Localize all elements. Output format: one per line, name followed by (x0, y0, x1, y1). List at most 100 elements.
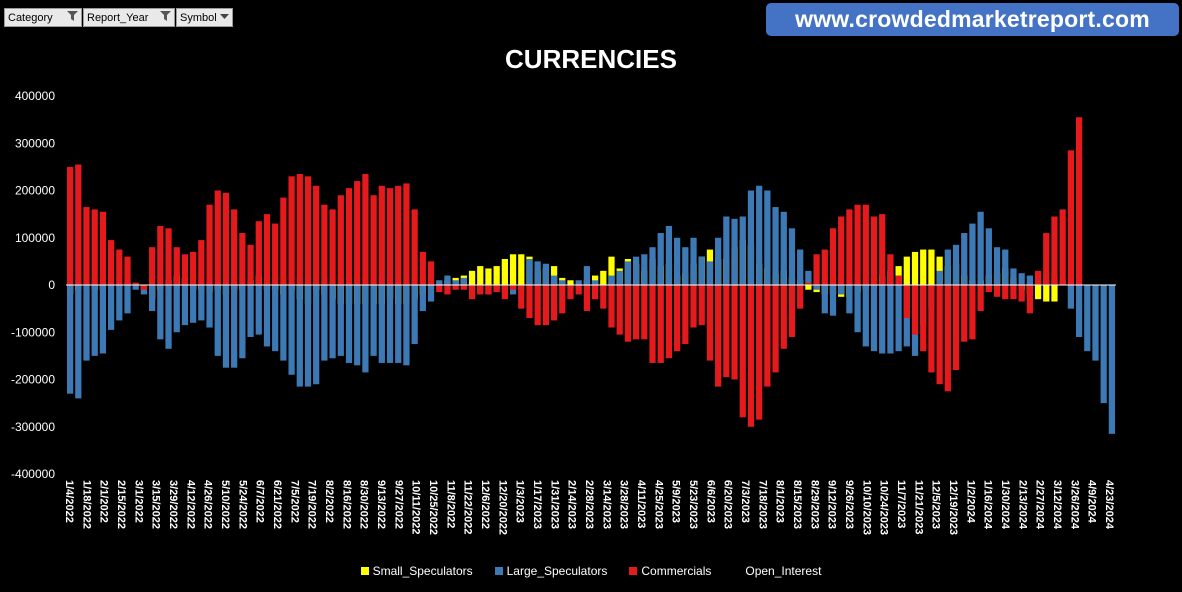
bar-small_speculators (493, 266, 500, 285)
bar-large_speculators (108, 285, 115, 330)
bar-large_speculators (165, 285, 172, 349)
bar-commercials (395, 185, 402, 285)
x-tick-label: 4/26/2022 (202, 480, 214, 529)
bar-commercials (756, 285, 763, 420)
bar-large_speculators (231, 285, 238, 368)
x-tick-label: 7/5/2022 (288, 480, 300, 523)
bar-commercials (542, 285, 549, 326)
bar-commercials (674, 285, 681, 352)
x-tick-label: 8/30/2022 (358, 480, 370, 529)
bar-small_speculators (501, 259, 508, 285)
bar-large_speculators (641, 254, 648, 285)
bar-large_speculators (879, 285, 886, 354)
bar-commercials (165, 228, 172, 285)
filter-report-year-button[interactable]: Report_Year (83, 8, 175, 27)
bar-small_speculators (567, 280, 574, 285)
bar-large_speculators (222, 285, 230, 368)
bar-commercials (600, 285, 607, 309)
bar-commercials (706, 285, 714, 361)
bar-commercials (920, 285, 927, 352)
bar-commercials (698, 285, 705, 326)
bar-large_speculators (550, 275, 558, 285)
x-tick-label: 5/10/2022 (219, 480, 231, 529)
bar-small_speculators (903, 256, 910, 285)
bar-commercials (124, 256, 131, 285)
bar-large_speculators (321, 285, 328, 361)
bar-commercials (534, 285, 541, 326)
x-tick-label: 12/6/2022 (479, 480, 491, 529)
y-tick-label: -200000 (11, 373, 55, 387)
bar-small_speculators (1034, 285, 1042, 300)
x-tick-label: 4/25/2023 (652, 480, 664, 529)
bar-large_speculators (591, 280, 599, 285)
bar-small_speculators (911, 251, 919, 285)
filter-icon[interactable] (63, 11, 81, 24)
x-tick-label: 8/15/2023 (791, 480, 803, 529)
bar-large_speculators (362, 285, 369, 373)
bar-commercials (280, 197, 287, 285)
x-tick-label: 12/20/2022 (496, 480, 508, 535)
y-tick-label: -300000 (11, 420, 55, 434)
bar-large_speculators (542, 263, 549, 285)
bar-commercials (477, 285, 484, 295)
bar-small_speculators (468, 270, 476, 285)
bar-large_speculators (132, 285, 139, 290)
bar-large_speculators (337, 285, 344, 356)
legend-label: Open_Interest (745, 564, 822, 578)
bar-large_speculators (386, 285, 394, 363)
bar-large_speculators (247, 285, 254, 337)
filter-category-button[interactable]: Category (4, 8, 82, 27)
filter-symbol-button[interactable]: Symbol (176, 8, 233, 27)
bar-commercials (239, 233, 246, 285)
x-tick-label: 9/12/2023 (826, 480, 838, 529)
bar-large_speculators (838, 285, 845, 295)
bar-large_speculators (444, 275, 451, 285)
x-tick-label: 1/17/2023 (531, 480, 543, 529)
bar-commercials (969, 285, 976, 340)
legend-item: Large_Speculators (494, 564, 607, 578)
bar-commercials (1051, 216, 1058, 285)
bar-large_speculators (780, 211, 787, 285)
bar-commercials (116, 249, 123, 285)
y-tick-label: 400000 (15, 89, 55, 103)
bar-small_speculators (518, 254, 525, 285)
x-tick-label: 12/5/2023 (930, 480, 942, 529)
bar-commercials (715, 285, 722, 387)
bar-commercials (313, 185, 320, 285)
filter-icon[interactable] (156, 11, 174, 24)
bar-small_speculators (936, 256, 943, 285)
bar-commercials (255, 221, 262, 285)
dropdown-icon[interactable] (217, 12, 232, 23)
x-tick-label: 8/16/2022 (340, 480, 352, 529)
x-tick-label: 2/1/2022 (98, 480, 110, 523)
legend-swatch (733, 567, 742, 575)
bar-large_speculators (345, 285, 353, 363)
x-tick-label: 3/26/2024 (1068, 480, 1080, 530)
bar-commercials (1034, 270, 1042, 285)
bar-commercials (624, 285, 632, 342)
pivot-filter-bar: Category Report_Year Symbol (4, 8, 233, 27)
bar-small_speculators (928, 249, 935, 285)
bar-commercials (509, 285, 517, 290)
bar-commercials (772, 285, 779, 373)
bar-large_speculators (698, 256, 705, 285)
x-tick-label: 3/15/2022 (150, 480, 162, 529)
bar-commercials (731, 285, 738, 380)
bar-large_speculators (649, 247, 656, 285)
bar-commercials (649, 285, 656, 363)
site-banner[interactable]: www.crowdedmarketreport.com (766, 3, 1179, 36)
bar-large_speculators (263, 285, 271, 347)
bar-commercials (1043, 233, 1050, 285)
bar-large_speculators (1092, 285, 1099, 361)
bar-commercials (231, 209, 238, 285)
bar-small_speculators (920, 249, 927, 285)
bar-commercials (1018, 285, 1025, 302)
x-tick-label: 4/11/2023 (635, 480, 647, 528)
bar-commercials (838, 216, 845, 285)
bar-large_speculators (1002, 249, 1009, 285)
bar-commercials (608, 285, 615, 328)
x-tick-label: 6/21/2022 (271, 480, 283, 529)
bar-large_speculators (378, 285, 385, 363)
bar-large_speculators (288, 285, 295, 375)
